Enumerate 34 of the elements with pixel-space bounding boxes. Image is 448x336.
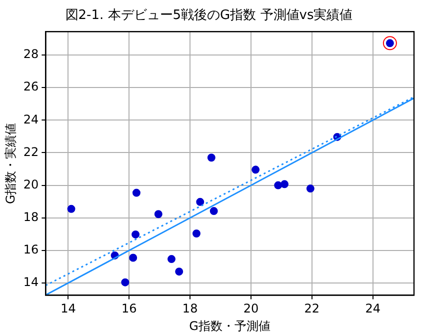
point bbox=[67, 204, 76, 213]
x-tick-label: 24 bbox=[365, 302, 381, 316]
point bbox=[132, 230, 140, 238]
y-tick-label: 24 bbox=[23, 112, 39, 126]
point bbox=[121, 278, 130, 286]
point bbox=[154, 210, 162, 218]
x-axis-title: G指数・予測値 bbox=[189, 318, 270, 333]
point bbox=[167, 255, 176, 264]
point bbox=[280, 180, 289, 188]
y-tick-label: 22 bbox=[23, 144, 39, 159]
y-tick-label: 16 bbox=[23, 242, 39, 257]
y-tick-label: 28 bbox=[23, 47, 39, 62]
point bbox=[274, 181, 282, 190]
y-tick-label: 18 bbox=[23, 210, 39, 224]
point bbox=[382, 36, 397, 50]
point bbox=[175, 268, 184, 276]
y-tick-label: 20 bbox=[23, 177, 39, 192]
chart-title: 図2-1. 本デビュー5戦後のG指数 予測値vs実績値 bbox=[65, 7, 353, 24]
point bbox=[210, 207, 218, 216]
y-axis-title: G指数・実績値 bbox=[3, 122, 18, 204]
point bbox=[129, 254, 138, 262]
point bbox=[192, 229, 200, 238]
y-tick-label: 14 bbox=[23, 275, 39, 290]
point bbox=[207, 154, 216, 162]
x-tick-label: 20 bbox=[243, 302, 259, 316]
point bbox=[252, 166, 260, 174]
x-tick-label: 14 bbox=[60, 302, 76, 316]
x-tick-label: 22 bbox=[304, 302, 320, 316]
point bbox=[306, 184, 314, 193]
x-tick-label: 16 bbox=[122, 302, 137, 316]
y-tick-label: 26 bbox=[23, 80, 39, 94]
x-tick-label: 18 bbox=[182, 302, 198, 316]
point bbox=[132, 188, 140, 197]
point bbox=[196, 198, 204, 206]
